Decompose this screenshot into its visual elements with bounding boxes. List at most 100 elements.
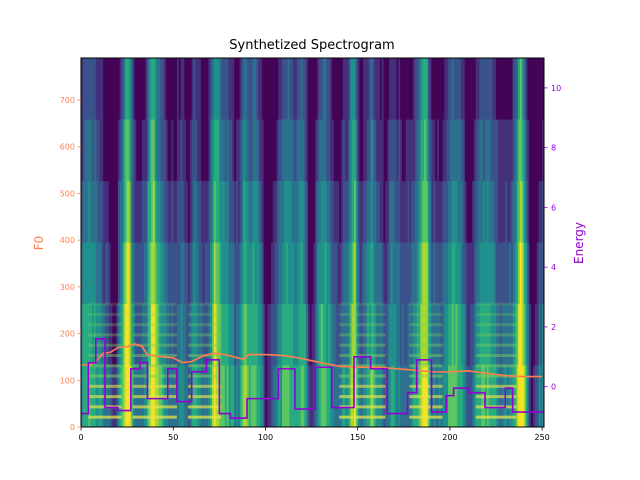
heatmap-cell [508, 242, 512, 305]
heatmap-cell [221, 304, 224, 367]
heatmap-cell [411, 119, 414, 182]
heatmap-cell [521, 242, 525, 305]
heatmap-cell [86, 242, 89, 305]
heatmap-cell [250, 58, 254, 121]
heatmap-cell [444, 119, 447, 182]
heatmap-cell [494, 242, 497, 305]
heatmap-cell [136, 242, 139, 305]
heatmap-cell [160, 304, 163, 367]
heatmap-cell [217, 304, 220, 367]
heatmap-cell [363, 58, 366, 121]
heatmap-cell [265, 181, 268, 244]
heatmap-cell [239, 365, 243, 427]
heatmap-cell [317, 365, 320, 427]
heatmap-cell [259, 304, 263, 367]
harmonic-band [409, 333, 443, 337]
heatmap-cell [182, 119, 185, 182]
heatmap-cell [267, 242, 270, 305]
harmonic-band [132, 364, 177, 368]
heatmap-cell [199, 181, 202, 244]
heatmap-cell [184, 58, 187, 121]
heatmap-cell [160, 58, 163, 121]
heatmap-cell [186, 365, 189, 427]
heatmap-cell [130, 58, 134, 121]
heatmap-cell [529, 304, 532, 367]
heatmap-cell [93, 304, 97, 367]
heatmap-cell [189, 242, 193, 305]
heatmap-cell [341, 181, 344, 244]
heatmap-cell [488, 58, 492, 121]
heatmap-cell [413, 58, 416, 121]
harmonic-band [409, 384, 443, 388]
heatmap-cell [141, 181, 145, 244]
heatmap-cell [180, 58, 184, 121]
heatmap-cell [226, 58, 230, 121]
heatmap-cell [422, 181, 425, 244]
heatmap-cell [302, 58, 305, 121]
heatmap-cell [365, 242, 368, 305]
heatmap-cell [287, 58, 291, 121]
heatmap-cell [473, 119, 477, 182]
heatmap-cell [464, 365, 468, 427]
heatmap-cell [248, 119, 252, 182]
heatmap-cell [304, 242, 307, 305]
heatmap-cell [401, 365, 405, 427]
heatmap-cell [230, 304, 233, 367]
heatmap-cell [401, 58, 405, 121]
heatmap-cell [527, 242, 530, 305]
heatmap-cell [486, 304, 490, 367]
heatmap-cell [289, 58, 292, 121]
heatmap-cell [377, 304, 381, 367]
heatmap-cell [394, 58, 398, 121]
heatmap-cell [405, 119, 409, 182]
heatmap-cell [245, 58, 248, 121]
x-tick-label: 150 [350, 433, 365, 442]
heatmap-cell [215, 58, 219, 121]
heatmap-cell [99, 181, 102, 244]
heatmap-cell [180, 181, 184, 244]
heatmap-cell [127, 304, 130, 367]
heatmap-cell [263, 365, 267, 427]
heatmap-cell [407, 181, 410, 244]
heatmap-cell [472, 58, 475, 121]
heatmap-cell [315, 304, 318, 367]
heatmap-cell [116, 304, 119, 367]
heatmap-cell [252, 242, 255, 305]
heatmap-cell [335, 58, 338, 121]
heatmap-cell [318, 304, 322, 367]
heatmap-cell [333, 181, 337, 244]
heatmap-cell [416, 58, 420, 121]
heatmap-cell [140, 58, 143, 121]
heatmap-cell [383, 119, 386, 182]
heatmap-cell [486, 58, 490, 121]
heatmap-cell [503, 119, 506, 182]
heatmap-cell [158, 304, 161, 367]
heatmap-cell [370, 119, 374, 182]
heatmap-cell [127, 242, 130, 305]
heatmap-cell [86, 304, 89, 367]
heatmap-cell [488, 181, 492, 244]
heatmap-cell [405, 242, 409, 305]
heatmap-cell [330, 304, 333, 367]
heatmap-cell [446, 181, 449, 244]
heatmap-cell [518, 58, 521, 121]
heatmap-cell [228, 181, 232, 244]
heatmap-cell [379, 242, 383, 305]
heatmap-cell [125, 181, 128, 244]
heatmap-cell [204, 304, 208, 367]
heatmap-cell [309, 181, 313, 244]
heatmap-cell [370, 181, 374, 244]
heatmap-cell [516, 304, 519, 367]
heatmap-cell [512, 304, 516, 367]
heatmap-cell [514, 119, 517, 182]
heatmap-cell [298, 365, 302, 427]
heatmap-cell [293, 58, 296, 121]
heatmap-cell [403, 365, 407, 427]
heatmap-cell [307, 365, 311, 427]
heatmap-cell [191, 304, 195, 367]
heatmap-cell [123, 242, 126, 305]
heatmap-cell [313, 119, 316, 182]
heatmap-cell [315, 58, 318, 121]
heatmap-cell [164, 304, 167, 367]
heatmap-cell [210, 242, 213, 305]
